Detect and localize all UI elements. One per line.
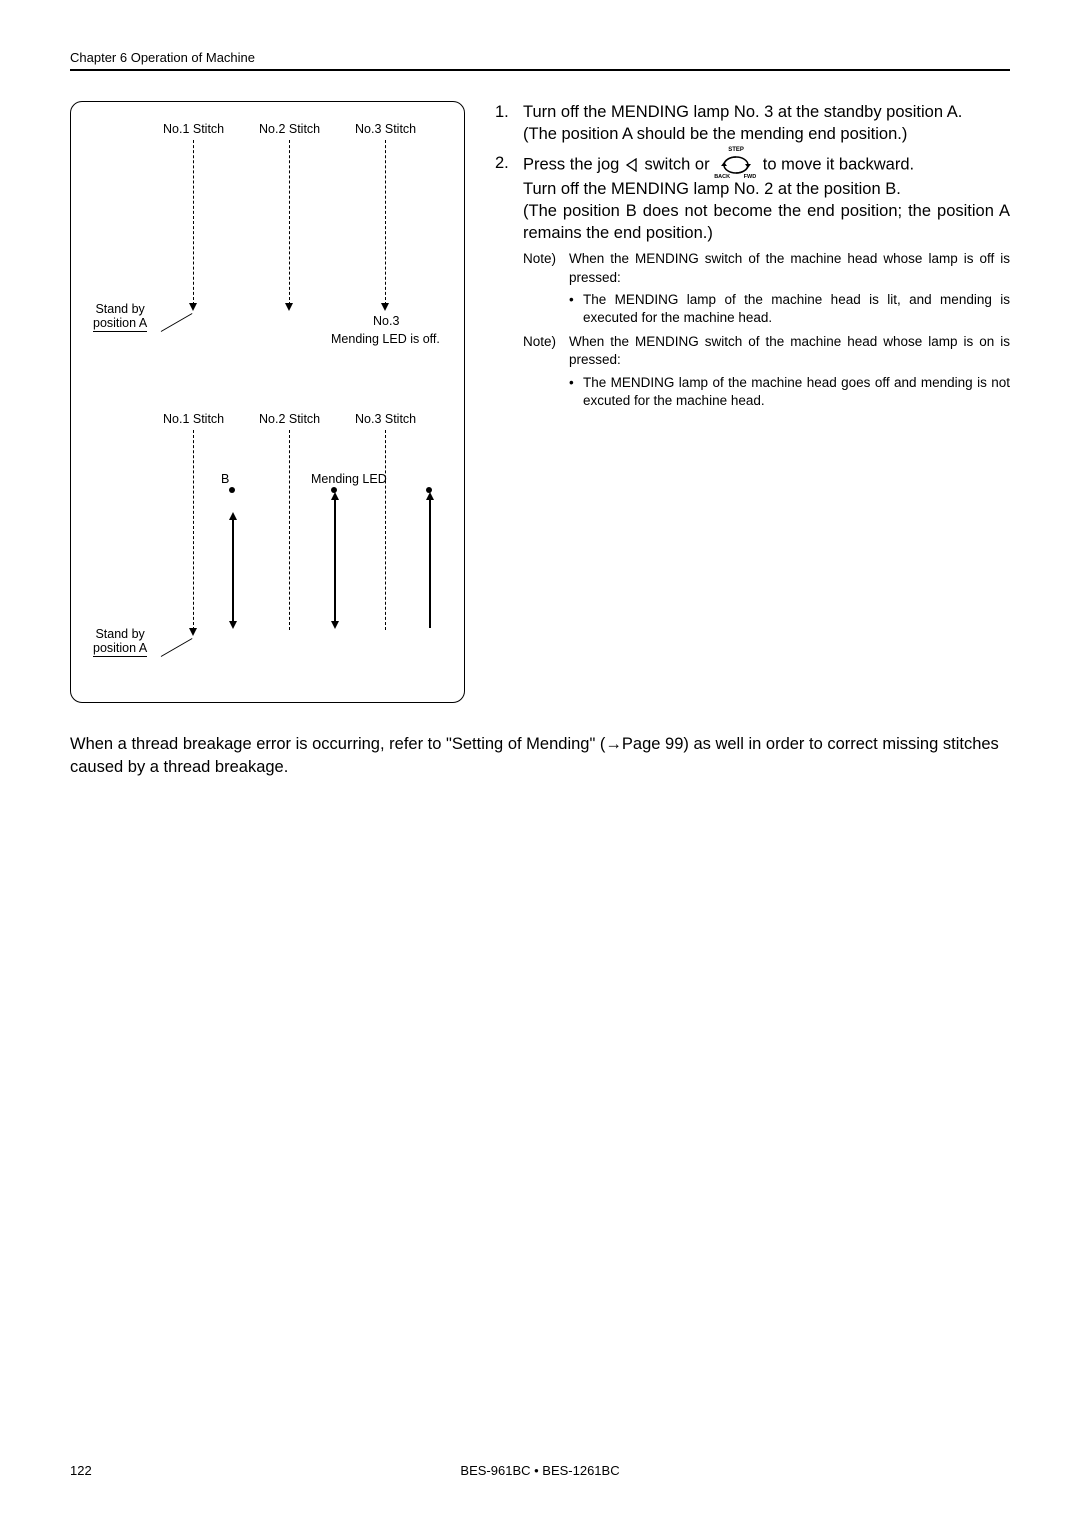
bullet-marker: • — [569, 291, 583, 327]
arrow-down-icon — [189, 303, 197, 311]
step-number: 2. — [495, 152, 523, 245]
thread-breakage-note: When a thread breakage error is occurrin… — [70, 733, 1010, 779]
step2-p2: Turn off the MENDING lamp No. 2 at the p… — [523, 180, 901, 198]
step-body: Turn off the MENDING lamp No. 3 at the s… — [523, 101, 1010, 146]
step1-p1: Turn off the MENDING lamp No. 3 at the s… — [523, 103, 962, 121]
step2-p1b: switch or — [645, 155, 710, 173]
diagram-panel: No.1 Stitch No.2 Stitch No.3 Stitch Stan… — [70, 101, 465, 703]
main-content: No.1 Stitch No.2 Stitch No.3 Stitch Stan… — [70, 101, 1010, 703]
jog-left-icon — [624, 158, 640, 172]
arrow-down-icon — [285, 303, 293, 311]
step2-p1c: to move it backward. — [763, 155, 914, 173]
label-no3: No.3 — [373, 314, 399, 328]
dot-b — [229, 487, 235, 493]
note-2-bullet: • The MENDING lamp of the machine head g… — [569, 374, 1010, 410]
bullet-marker: • — [569, 374, 583, 410]
step-dial-icon: STEP BACK FWD — [714, 152, 758, 178]
step-number: 1. — [495, 101, 523, 146]
arrow-down-icon — [189, 628, 197, 636]
label-stitch3-bot: No.3 Stitch — [355, 412, 416, 426]
stitch-diagram: No.1 Stitch No.2 Stitch No.3 Stitch Stan… — [81, 122, 454, 682]
label-mending-led: Mending LED — [311, 472, 387, 486]
page-footer: 122 BES-961BC • BES-1261BC — [70, 1463, 1010, 1478]
bullet-body: The MENDING lamp of the machine head is … — [583, 291, 1010, 327]
page-number: 122 — [70, 1463, 92, 1478]
label-stitch1-top: No.1 Stitch — [163, 122, 224, 136]
arrow-down-icon — [229, 621, 237, 629]
step2-p3: (The position B does not become the end … — [523, 202, 1010, 242]
dash-line — [193, 140, 194, 305]
label-stitch2-top: No.2 Stitch — [259, 122, 320, 136]
label-standby-bot: Stand by position A — [93, 627, 147, 657]
arrow-down-icon — [381, 303, 389, 311]
step1-p2: (The position A should be the mending en… — [523, 125, 907, 143]
label-led-off: Mending LED is off. — [331, 332, 440, 346]
chapter-header: Chapter 6 Operation of Machine — [70, 50, 1010, 71]
note-label: Note) — [523, 333, 569, 369]
instruction-text: 1. Turn off the MENDING lamp No. 3 at th… — [495, 101, 1010, 703]
dash-line — [385, 140, 386, 305]
label-standby-top: Stand by position A — [93, 302, 147, 332]
label-stitch2-bot: No.2 Stitch — [259, 412, 320, 426]
label-stitch3-top: No.3 Stitch — [355, 122, 416, 136]
dash-line — [289, 430, 290, 630]
note-1: Note) When the MENDING switch of the mac… — [523, 250, 1010, 286]
arrow-down-icon — [331, 621, 339, 629]
footer-model: BES-961BC • BES-1261BC — [70, 1463, 1010, 1478]
fwd-label: FWD — [744, 174, 757, 181]
bullet-body: The MENDING lamp of the machine head goe… — [583, 374, 1010, 410]
dash-line — [289, 140, 290, 305]
label-b: B — [221, 472, 229, 486]
step-body: Press the jog switch or STEP BACK FWD — [523, 152, 1010, 245]
leader-line — [161, 313, 193, 332]
note-body: When the MENDING switch of the machine h… — [569, 250, 1010, 286]
leader-line — [161, 638, 193, 657]
step2-p1a: Press the jog — [523, 155, 619, 173]
back-label: BACK — [714, 174, 730, 181]
step-2: 2. Press the jog switch or STEP — [495, 152, 1010, 245]
dash-line — [385, 430, 386, 630]
note-label: Note) — [523, 250, 569, 286]
note-1-bullet: • The MENDING lamp of the machine head i… — [569, 291, 1010, 327]
step-1: 1. Turn off the MENDING lamp No. 3 at th… — [495, 101, 1010, 146]
label-stitch1-bot: No.1 Stitch — [163, 412, 224, 426]
dash-line — [193, 430, 194, 630]
note-2: Note) When the MENDING switch of the mac… — [523, 333, 1010, 369]
note-body: When the MENDING switch of the machine h… — [569, 333, 1010, 369]
